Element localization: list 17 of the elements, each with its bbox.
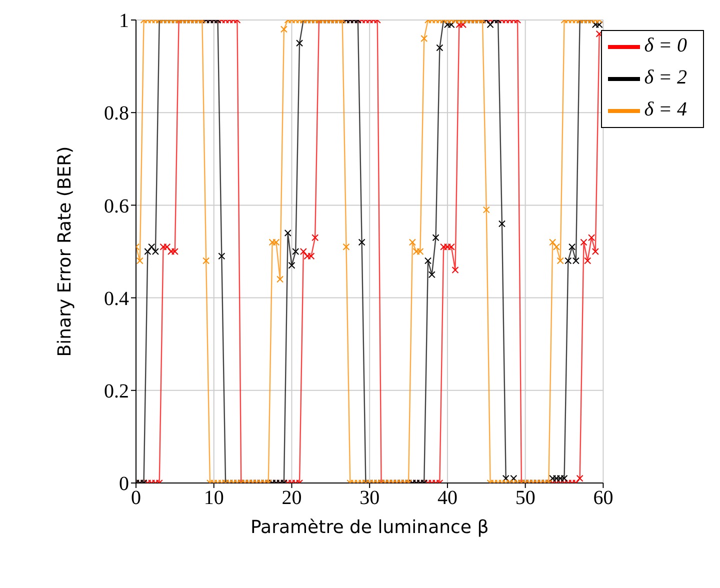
x-tick-label: 40 [437, 487, 458, 510]
x-tick-label: 30 [360, 487, 380, 510]
x-tick-label: 60 [593, 487, 614, 510]
y-tick-label: 0.2 [104, 380, 129, 402]
legend-label: δ = 2 [644, 66, 687, 89]
x-tick-label: 50 [515, 487, 536, 510]
y-tick-label: 0.8 [104, 102, 129, 125]
x-tick-label: 10 [204, 487, 224, 510]
legend-label: δ = 0 [644, 34, 687, 57]
y-axis-title: Binary Error Rate (BER) [54, 146, 76, 357]
y-tick-label: 0 [119, 473, 129, 496]
y-tick-label: 0.6 [104, 195, 129, 218]
y-tick-label: 0.4 [104, 288, 129, 310]
legend-label: δ = 4 [644, 98, 687, 121]
y-tick-label: 1 [119, 10, 129, 32]
x-tick-label: 20 [282, 487, 302, 510]
x-axis-title: Paramètre de luminance β [250, 517, 489, 538]
